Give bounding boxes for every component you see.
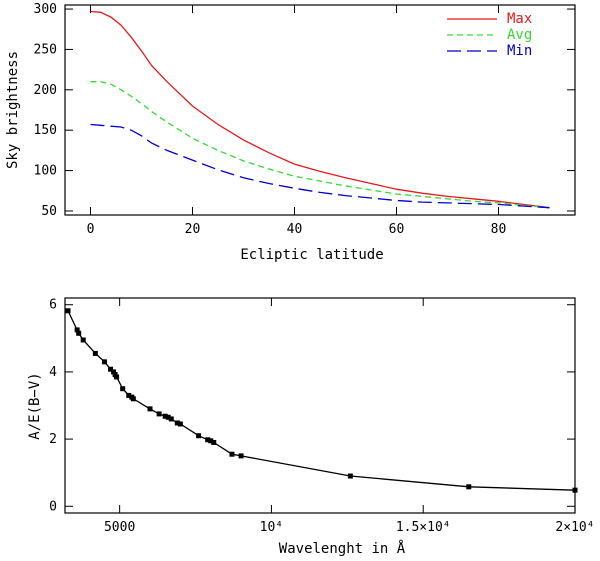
chart2-series-extinction	[67, 310, 576, 491]
chart2-point	[65, 308, 71, 314]
chart1-xtick-label: 60	[389, 222, 405, 237]
chart-extinction: 5000 10⁴ 1.5×10⁴ 2×10⁴ 0 2 4 6 Wavelenght in Å…	[27, 297, 595, 557]
chart2-point	[177, 421, 183, 427]
chart2-xtick-label: 2×10⁴	[555, 520, 594, 535]
chart2-ytick-label: 0	[49, 499, 57, 514]
chart1-ytick-label: 200	[34, 83, 57, 98]
chart2-point	[80, 337, 86, 343]
chart2-point	[76, 330, 82, 336]
chart2-point	[108, 366, 114, 372]
chart2-point	[572, 487, 578, 493]
chart2-point	[111, 369, 117, 375]
chart1-series-max	[90, 10, 550, 209]
chart2-xtick-label: 10⁴	[260, 520, 283, 535]
chart1-ytick-label: 150	[34, 123, 57, 138]
chart2-point	[466, 484, 472, 490]
chart2-ylabel: A/E(B−V)	[27, 372, 43, 439]
chart2-point	[211, 439, 217, 445]
chart2-point	[238, 453, 244, 459]
chart2-point	[120, 386, 126, 392]
chart1-xtick-label: 80	[491, 222, 507, 237]
chart1-series-avg	[90, 81, 550, 209]
chart1-legend-label-min: Min	[507, 43, 532, 59]
chart2-frame	[64, 297, 576, 514]
chart1-series-min	[90, 123, 550, 209]
chart2-point	[74, 327, 80, 333]
chart1-xlabel: Ecliptic latitude	[240, 247, 383, 263]
chart1-ytick-label: 50	[41, 204, 57, 219]
chart2-point	[347, 473, 353, 479]
chart2-point	[92, 350, 98, 356]
chart2-xtick-label: 1.5×10⁴	[396, 520, 451, 535]
chart2-xtick-label: 5000	[104, 520, 135, 535]
chart2-point	[130, 396, 136, 402]
chart1-legend-label-avg: Avg	[507, 27, 532, 43]
chart1-xtick-label: 20	[185, 222, 201, 237]
chart2-point	[126, 392, 132, 398]
chart1-ytick-label: 300	[34, 2, 57, 17]
chart1-frame	[64, 4, 576, 216]
chart1-ylabel: Sky brightness	[5, 51, 21, 169]
chart2-point	[229, 451, 235, 457]
chart2-point	[101, 359, 107, 365]
chart1-ytick-label: 250	[34, 42, 57, 57]
chart2-xlabel: Wavelenght in Å	[279, 540, 406, 557]
chart1-xtick-label: 40	[287, 222, 303, 237]
chart1-xtick-label: 0	[87, 222, 95, 237]
chart2-point	[147, 406, 153, 412]
chart2-point	[174, 420, 180, 426]
chart2-point	[156, 411, 162, 417]
chart2-point	[196, 433, 202, 439]
chart2-ytick-label: 6	[49, 298, 57, 313]
chart2-point	[168, 416, 174, 422]
chart2-point	[162, 413, 168, 419]
chart2-point	[114, 374, 120, 380]
chart2-ytick-label: 2	[49, 432, 57, 447]
chart2-point	[165, 414, 171, 420]
chart2-ytick-label: 4	[49, 365, 57, 380]
chart1-ytick-label: 100	[34, 164, 57, 179]
chart2-point	[205, 437, 211, 443]
chart1-legend-label-max: Max	[507, 11, 532, 27]
chart2-point	[208, 438, 214, 444]
